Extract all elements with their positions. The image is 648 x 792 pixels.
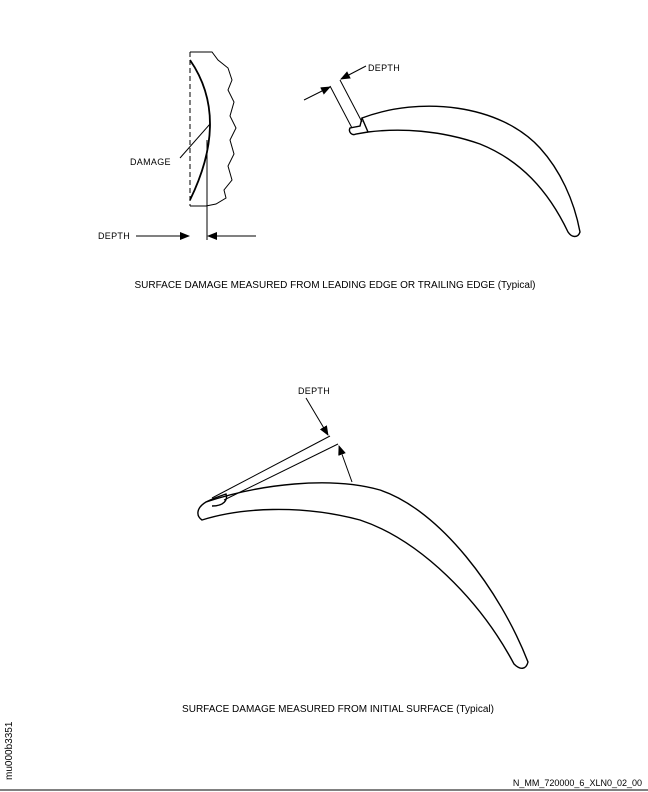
blade-outline-bottom — [197, 482, 529, 669]
blade-tip-damage — [348, 117, 369, 136]
damage-bottom-line — [223, 443, 339, 501]
depth-arrow-lower — [303, 86, 331, 101]
initial-surface-line — [211, 435, 331, 499]
side-identifier: mu000b3351 — [4, 721, 15, 780]
depth-label-right: DEPTH — [368, 63, 400, 73]
blade-profile-bottom — [197, 482, 529, 669]
depth-arrow-upper — [340, 65, 367, 80]
depth-label-bottom: DEPTH — [298, 386, 330, 396]
drawing-reference: N_MM_720000_6_XLN0_02_00 — [512, 778, 642, 788]
blade-section-outline — [190, 51, 237, 207]
depth-label-left: DEPTH — [98, 231, 130, 241]
damage-label: DAMAGE — [130, 157, 171, 167]
blade-outline-top — [361, 105, 581, 238]
depth-extension-line-1 — [329, 85, 353, 129]
surface-damage-pocket — [205, 493, 228, 507]
depth-arrow-down — [305, 397, 329, 436]
depth-dimension-top — [303, 65, 367, 129]
caption-figure-2: SURFACE DAMAGE MEASURED FROM INITIAL SUR… — [182, 704, 494, 715]
depth-arrow-up — [338, 445, 353, 483]
depth-extension-line-2 — [339, 79, 363, 123]
blade-profile-top — [348, 105, 581, 238]
edge-profile-detail — [136, 51, 256, 240]
damage-leader-line — [179, 123, 211, 159]
caption-figure-1: SURFACE DAMAGE MEASURED FROM LEADING EDG… — [135, 280, 536, 291]
depth-dimension-bottom — [211, 397, 353, 501]
